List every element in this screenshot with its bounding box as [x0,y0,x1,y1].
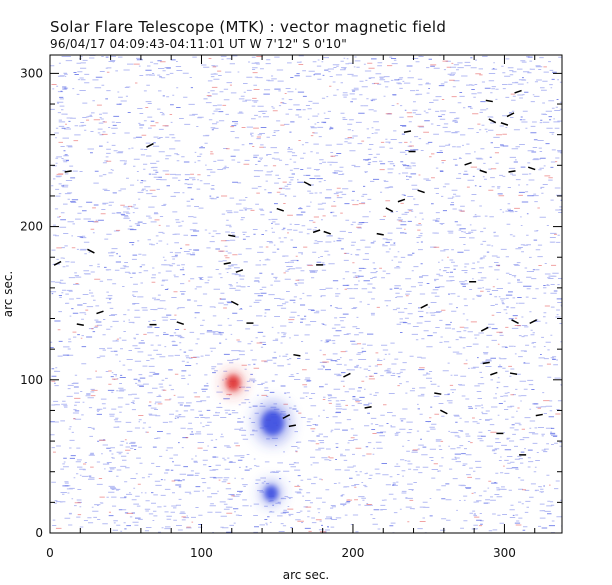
texture-positive-dashes [51,56,561,533]
field-vector [464,161,472,166]
y-tick-label: 100 [20,373,43,387]
texture-negative-dashes [50,55,562,533]
field-vector [490,371,498,376]
negative-patch [261,409,285,436]
field-vector [87,248,95,254]
field-vector [223,262,231,265]
field-vector [385,207,394,213]
field-vector [235,269,244,273]
field-vector [276,207,284,212]
positive-patch [226,375,241,391]
field-vector [282,414,291,420]
field-vector [76,323,84,326]
field-vector [417,189,425,194]
y-tick-label: 300 [20,66,43,80]
field-vector [511,319,519,325]
field-vector [488,118,497,124]
plot-frame [49,54,563,534]
field-vector [535,413,543,417]
field-vector [303,181,312,187]
x-tick-label: 0 [46,546,54,560]
field-vector [485,99,493,103]
x-tick-label: 300 [493,546,516,560]
field-vector [500,122,509,126]
field-vector [482,361,490,365]
observation-info: 96/04/17 04:09:43-04:11:01 UT W 7'12" S … [50,37,347,51]
field-vector [228,234,236,238]
axis-ticks: 0 100 200 300 0 100 200 300 [20,55,562,560]
field-vector [529,319,538,325]
field-vector [506,112,515,118]
field-vector [343,372,351,378]
polarity-patches [221,369,293,507]
x-tick-label: 100 [190,546,213,560]
field-vector [509,372,518,376]
y-tick-label: 0 [35,526,43,540]
field-vector [527,166,536,171]
field-vector [420,303,428,309]
field-vector [293,353,301,357]
transverse-field-vectors [53,89,543,456]
negative-patch [264,485,278,501]
field-vector [146,142,154,148]
field-texture [50,55,562,533]
field-vector [230,300,239,306]
field-vector [364,406,372,409]
field-vector [312,229,321,234]
field-vector [508,170,516,173]
page-title: Solar Flare Telescope (MTK) : vector mag… [50,18,447,36]
field-vector [403,130,412,133]
field-vector [376,232,384,236]
field-vector [434,392,442,395]
field-vector [96,310,104,315]
field-vector [480,326,489,332]
field-vector [514,89,522,94]
y-tick-label: 200 [20,220,43,234]
field-vector [440,409,448,415]
x-axis-label: arc sec. [283,568,329,582]
field-vector [479,169,487,174]
y-axis-label: arc sec. [1,271,15,317]
field-vector [397,198,406,203]
texture-negative-dashes-strong [50,56,562,533]
field-vector [64,170,72,173]
x-tick-label: 200 [342,546,365,560]
field-vector [288,424,296,428]
field-vector [176,321,185,326]
field-vector [53,260,62,266]
field-vector [323,230,331,235]
